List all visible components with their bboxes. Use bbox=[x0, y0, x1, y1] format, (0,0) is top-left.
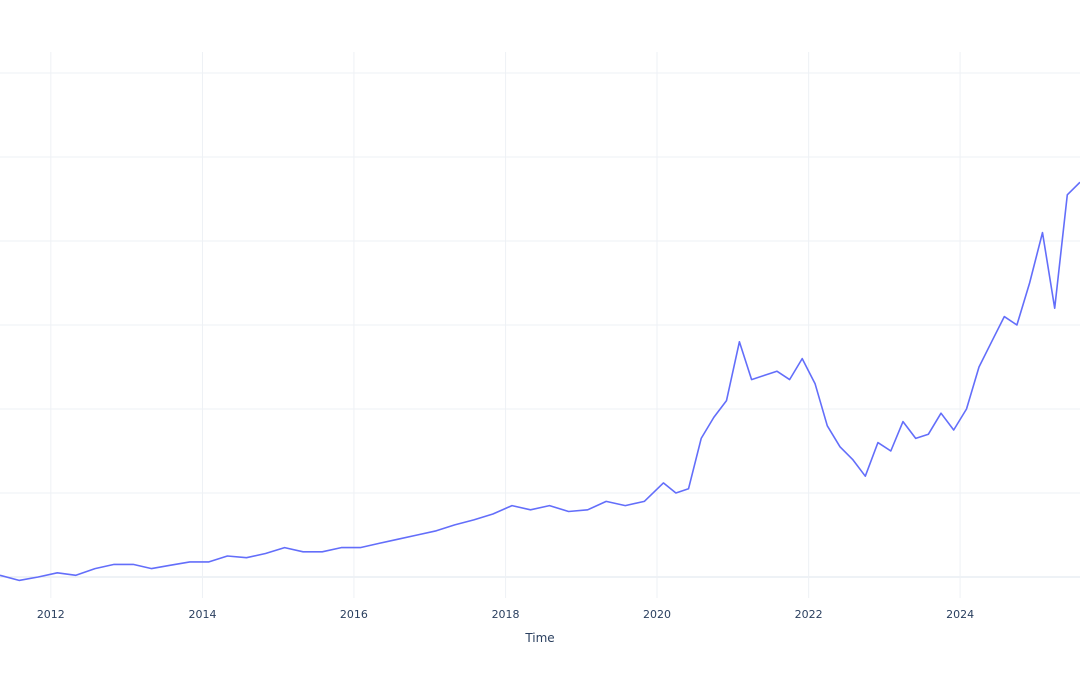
x-tick-label: 2024 bbox=[946, 608, 974, 621]
x-axis-title: Time bbox=[524, 631, 554, 645]
x-tick-label: 2016 bbox=[340, 608, 368, 621]
x-tick-label: 2022 bbox=[795, 608, 823, 621]
x-tick-label: 2012 bbox=[37, 608, 65, 621]
x-tick-label: 2014 bbox=[188, 608, 216, 621]
x-tick-labels: 2012 2014 2016 2018 2020 2022 2024 bbox=[37, 608, 974, 621]
price-line bbox=[0, 181, 1080, 582]
grid-lines bbox=[0, 52, 1080, 598]
x-tick-label: 2020 bbox=[643, 608, 671, 621]
x-tick-label: 2018 bbox=[492, 608, 520, 621]
